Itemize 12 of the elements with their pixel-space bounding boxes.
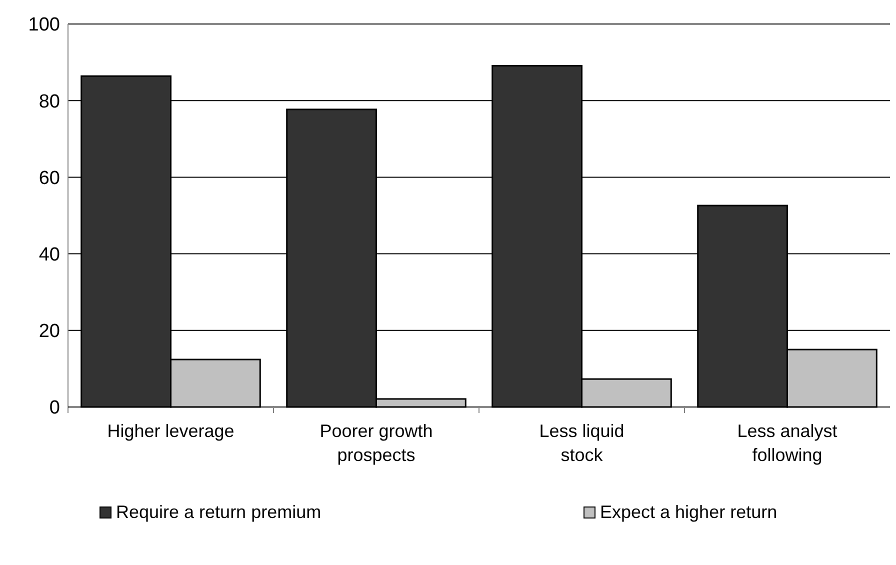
y-tick-label: 80 [38,91,60,112]
x-tick-label: Higher leverage [107,421,234,441]
y-tick-label: 0 [49,398,60,419]
legend-label: Require a return premium [116,502,322,522]
x-tick-label: Less liquid stock [539,421,624,465]
y-tick-label: 40 [38,244,60,266]
y-tick-label: 100 [28,14,60,36]
x-tick-label: Less analyst following [737,421,838,465]
x-tick-label: Poorer growth prospects [320,421,433,465]
y-tick-label: 20 [38,321,60,342]
y-tick-label: 60 [38,168,60,189]
legend-label: Expect a higher return [600,502,778,522]
